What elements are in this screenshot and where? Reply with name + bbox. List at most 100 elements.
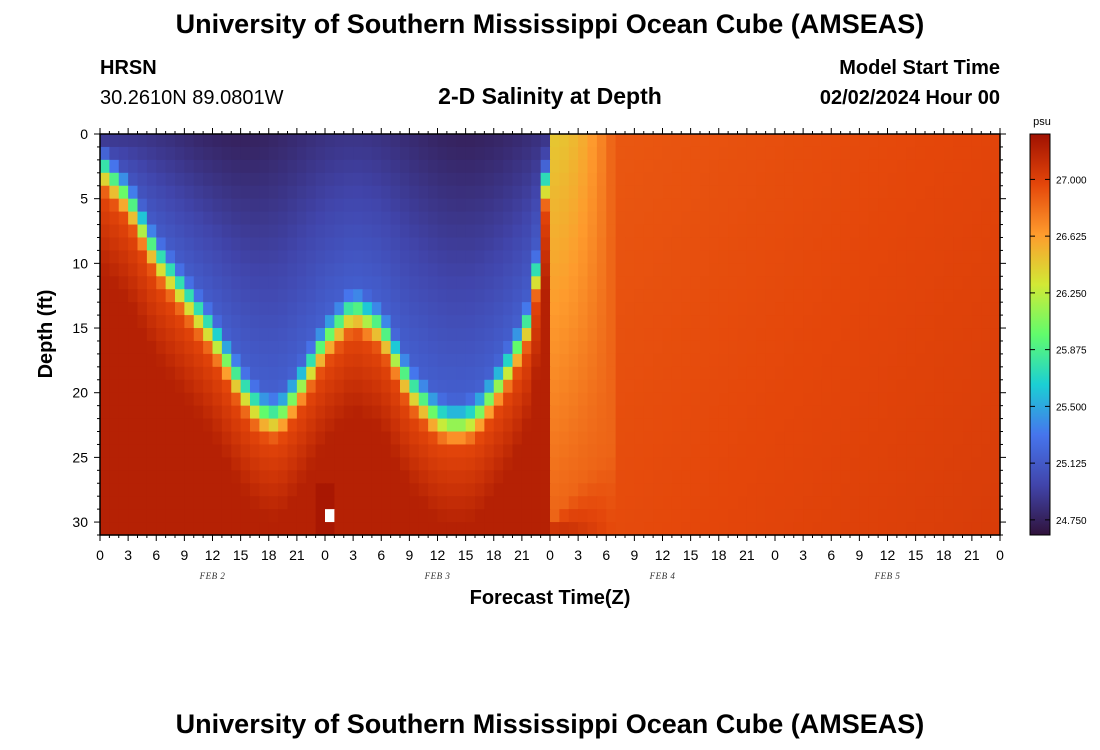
heatmap-cell [287,405,298,420]
heatmap-cell [559,224,570,239]
heatmap-cell [962,457,973,471]
heatmap-cell [203,263,214,277]
heatmap-cell [859,431,870,446]
heatmap-cell [287,263,298,277]
heatmap-cell [296,302,307,316]
heatmap-cell [128,146,139,161]
heatmap-cell [728,159,739,174]
heatmap-cell [240,159,251,174]
heatmap-cell [793,328,804,342]
heatmap-cell [690,237,701,252]
heatmap-cell [231,392,242,407]
heatmap-cell [428,237,439,252]
heatmap-cell [981,418,992,433]
heatmap-cell [737,470,748,484]
heatmap-cell [775,418,785,433]
heatmap-cell [962,392,973,407]
heatmap-cell [325,379,335,394]
heatmap-cell [671,146,682,161]
heatmap-cell [634,276,645,290]
heatmap-cell [156,366,167,381]
heatmap-cell [465,172,476,187]
heatmap-cell [456,496,467,510]
heatmap-cell [831,496,842,510]
heatmap-cell [362,392,373,407]
heatmap-cell [821,263,832,277]
heatmap-cell [568,340,579,355]
heatmap-cell [540,211,551,226]
heatmap-cell [165,496,176,510]
heatmap-cell [625,418,635,433]
heatmap-cell [165,340,176,355]
heatmap-cell [503,392,514,407]
heatmap-cell [821,146,832,161]
heatmap-cell [175,315,185,329]
heatmap-cell [925,496,935,510]
heatmap-cell [212,379,223,394]
heatmap-cell [971,457,982,471]
heatmap-cell [596,224,607,239]
heatmap-cell [671,418,682,433]
heatmap-cell [362,302,373,316]
heatmap-cell [962,483,973,497]
heatmap-cell [362,379,373,394]
heatmap-cell [550,315,560,329]
heatmap-cell [343,444,354,458]
heatmap-cell [887,263,898,277]
heatmap-cell [259,146,270,161]
heatmap-cell [625,263,635,277]
heatmap-cell [746,457,757,471]
heatmap-cell [625,224,635,239]
heatmap-cell [325,353,335,368]
heatmap-cell [953,263,964,277]
heatmap-cell [484,198,495,213]
heatmap-cell [165,366,176,381]
heatmap-cell [418,289,429,303]
heatmap-cell [531,379,542,394]
heatmap-cell [737,431,748,446]
heatmap-cell [896,496,907,510]
heatmap-cell [428,340,439,355]
heatmap-cell [709,392,720,407]
heatmap-cell [437,405,448,420]
heatmap-cell [981,250,992,264]
heatmap-cell [953,146,964,161]
heatmap-cell [643,431,654,446]
heatmap-cell [437,146,448,161]
heatmap-cell [906,185,917,200]
heatmap-cell [165,392,176,407]
heatmap-cell [943,172,954,187]
heatmap-cell [578,353,589,368]
heatmap-cell [540,483,551,497]
heatmap-cell [165,379,176,394]
x-tick-label: 6 [152,547,160,563]
heatmap-cell [653,224,664,239]
heatmap-cell [128,172,139,187]
heatmap-cell [456,328,467,342]
heatmap-cell [109,418,120,433]
heatmap-cell [868,522,879,536]
heatmap-cell [493,496,504,510]
heatmap-cell [868,302,879,316]
heatmap-cell [840,185,851,200]
heatmap-cell [662,392,673,407]
heatmap-cell [868,366,879,381]
heatmap-cell [784,185,795,200]
heatmap-cell [746,353,757,368]
heatmap-cell [990,457,1001,471]
heatmap-cell [165,134,176,148]
heatmap-cell [718,470,729,484]
heatmap-cell [184,405,195,420]
heatmap-cell [587,496,598,510]
heatmap-cell [428,509,439,523]
y-tick-label: 25 [72,449,88,465]
heatmap-cell [615,302,626,316]
heatmap-cell [568,366,579,381]
heatmap-cell [146,444,157,458]
heatmap-cell [643,250,654,264]
heatmap-cell [306,211,317,226]
heatmap-cell [662,328,673,342]
heatmap-cell [868,328,879,342]
heatmap-cell [765,276,776,290]
heatmap-cell [793,211,804,226]
